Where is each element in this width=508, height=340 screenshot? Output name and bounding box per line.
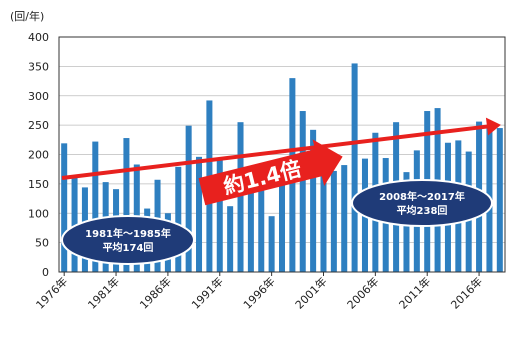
x-tick-label: 2006年 <box>344 274 381 311</box>
bar-2000 <box>310 129 317 272</box>
y-tick-label: 300 <box>28 90 49 103</box>
trend-arrowhead <box>485 117 501 136</box>
y-tick-label: 100 <box>28 207 49 220</box>
bar-1989 <box>196 156 203 272</box>
bar-1993 <box>237 122 244 272</box>
bar-2003 <box>341 165 348 272</box>
ratio-arrow-shape <box>198 139 343 206</box>
y-tick-label: 400 <box>28 31 49 44</box>
x-tick-label: 2011年 <box>396 274 433 311</box>
x-tick-label: 1981年 <box>85 274 122 311</box>
x-axis: 1976年 1981年 1986年 1991年 1996年 2001年 2006年 2011年… <box>33 272 485 312</box>
bar-1982 <box>123 138 130 272</box>
x-tick-label: 2001年 <box>292 274 329 311</box>
y-axis: 0 50 100 150 200 250 300 350 400 <box>28 31 49 279</box>
bar-1987 <box>175 166 182 272</box>
trend-line <box>61 124 490 180</box>
y-tick-label: 150 <box>28 178 49 191</box>
bar-1992 <box>227 206 234 272</box>
period1-ellipse <box>61 215 195 265</box>
bar-1991 <box>216 160 223 272</box>
period2-label-line2: 平均238回 <box>397 204 448 217</box>
y-tick-label: 350 <box>28 60 49 73</box>
bar-2004 <box>351 63 358 272</box>
bar-1997 <box>278 167 286 272</box>
bar-1979 <box>92 141 99 272</box>
bar-1999 <box>299 111 306 273</box>
bar-1995 <box>258 186 265 272</box>
x-tick-label: 1996年 <box>240 274 277 311</box>
period2-ellipse <box>351 179 493 227</box>
period1-label-line2: 平均174回 <box>103 241 154 254</box>
bar-1994 <box>247 172 254 272</box>
bar-1976 <box>61 143 68 272</box>
bar-2001 <box>320 148 327 272</box>
x-tick-label: 2016年 <box>448 274 485 311</box>
plot-frame <box>58 36 506 273</box>
callouts: 1981年～1985年 平均174回 2008年～2017年 平均238回 <box>61 179 493 265</box>
y-tick-label: 200 <box>28 149 49 162</box>
bar-1996 <box>268 216 275 272</box>
period2-label-line1: 2008年～2017年 <box>379 190 465 203</box>
y-axis-unit-label: (回/年) <box>10 9 44 23</box>
y-tick-label: 0 <box>42 266 49 279</box>
bar-1988 <box>185 125 192 273</box>
bar-2018 <box>496 128 503 272</box>
x-tick-label: 1986年 <box>137 274 174 311</box>
y-tick-label: 50 <box>35 237 49 250</box>
period1-label-line1: 1981年～1985年 <box>85 227 171 240</box>
bar-1977 <box>71 175 78 272</box>
x-tick-label: 1991年 <box>188 274 225 311</box>
x-tick-label: 1976年 <box>33 274 70 311</box>
bar-2002 <box>330 170 337 272</box>
y-tick-label: 250 <box>28 119 49 132</box>
trend-arrow <box>61 117 501 180</box>
